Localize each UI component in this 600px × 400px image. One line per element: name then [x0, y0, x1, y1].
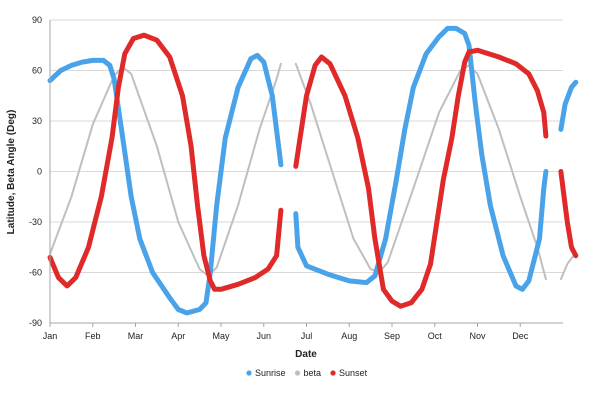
legend-marker: [330, 370, 336, 376]
y-tick-label: -30: [29, 217, 42, 227]
legend-marker: [246, 370, 252, 376]
y-tick-label: 30: [32, 116, 42, 126]
series-line-sunset: [293, 47, 549, 309]
legend: Sunrise beta Sunset: [246, 368, 368, 378]
series-line-sunset: [558, 169, 579, 259]
legend-label: Sunrise: [255, 368, 286, 378]
x-tick-label: Jan: [43, 331, 58, 341]
x-tick-label: Dec: [512, 331, 529, 341]
x-tick-label: Mar: [128, 331, 144, 341]
series-line-beta: [49, 62, 282, 277]
legend-item-sunset: Sunset: [330, 368, 368, 378]
x-tick-label: May: [212, 331, 230, 341]
x-tick-label: Jun: [256, 331, 271, 341]
series-layer: [47, 25, 579, 316]
x-tick-label: Sep: [384, 331, 400, 341]
series-line-sunrise: [558, 79, 579, 132]
x-tick-label: Aug: [341, 331, 357, 341]
series-line-sunrise: [293, 25, 549, 292]
axes: -90 -60 -30 0 30 60 90 Jan Feb Mar Apr May Jun Jul Aug…: [29, 15, 563, 341]
legend-item-beta: beta: [294, 368, 322, 378]
y-axis-title: Latitude, Beta Angle (Deg): [6, 110, 17, 235]
legend-label: Sunset: [339, 368, 368, 378]
y-tick-label: -60: [29, 268, 42, 278]
legend-label: beta: [304, 368, 322, 378]
series-line-beta: [559, 251, 577, 281]
x-tick-label: Jul: [301, 331, 313, 341]
y-tick-label: -90: [29, 318, 42, 328]
y-tick-label: 90: [32, 15, 42, 25]
x-tick-label: Nov: [469, 331, 486, 341]
y-tick-label: 0: [37, 167, 42, 177]
y-tick-label: 60: [32, 66, 42, 76]
x-tick-label: Oct: [428, 331, 443, 341]
series-line-sunrise: [47, 52, 284, 316]
x-tick-label: Feb: [85, 331, 101, 341]
legend-marker: [294, 370, 301, 376]
legend-item-sunrise: Sunrise: [246, 368, 286, 378]
series-line-beta: [294, 62, 547, 281]
x-axis-title: Date: [295, 349, 317, 360]
x-tick-label: Apr: [171, 331, 185, 341]
series-line-sunset: [47, 32, 284, 292]
